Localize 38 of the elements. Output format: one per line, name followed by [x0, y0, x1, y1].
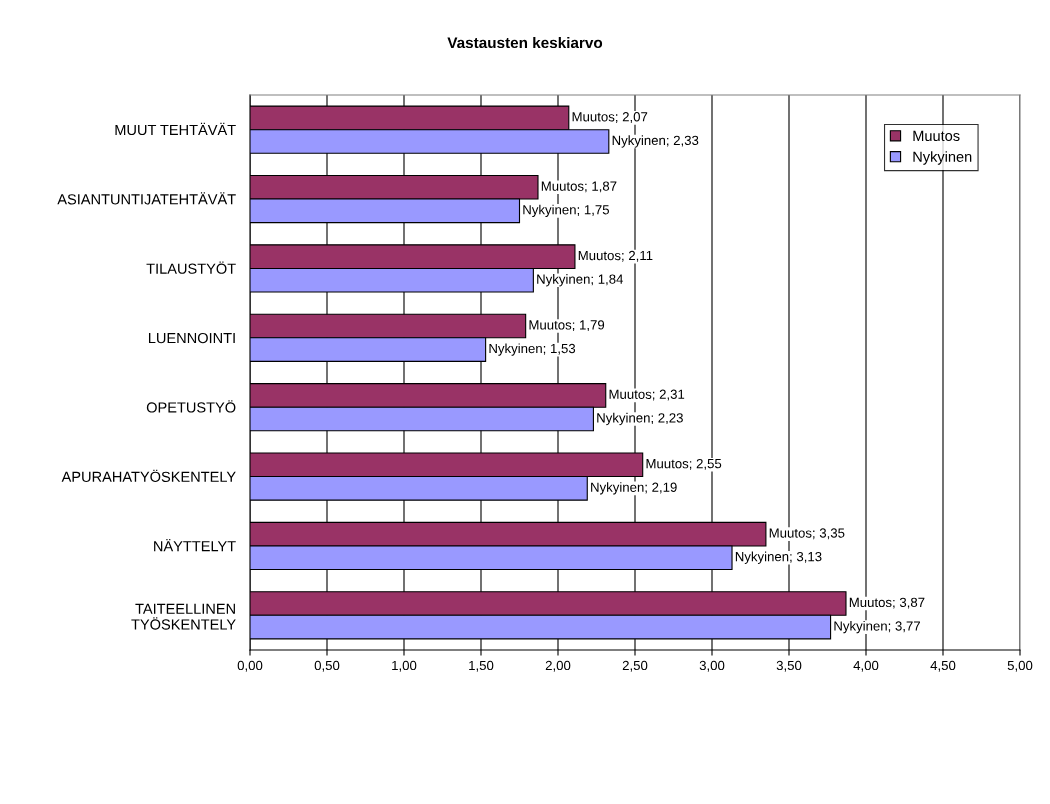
data-label: Nykyinen; 2,19 — [591, 482, 677, 495]
data-label: Muutos; 2,31 — [609, 389, 685, 401]
x-tick-label: 0,50 — [314, 660, 340, 672]
data-label: Nykyinen; 1,84 — [537, 274, 624, 287]
data-label: Nykyinen; 1,53 — [489, 343, 576, 356]
legend-label: Muutos — [913, 130, 960, 142]
x-tick-label: 1,50 — [469, 660, 494, 672]
data-label: Nykyinen; 1,75 — [523, 204, 609, 218]
x-tick-label: 2,50 — [622, 660, 648, 672]
y-tick-label: NÄYTTELYT — [154, 539, 236, 552]
y-tick-label: TAITEELLINEN TYÖSKENTELY — [131, 603, 236, 630]
data-label: Muutos; 2,11 — [578, 250, 653, 262]
y-tick-label: OPETUSTYÖ — [146, 400, 236, 413]
x-tick-label: 0,00 — [237, 660, 263, 672]
chart-title: Vastausten keskiarvo — [447, 36, 603, 49]
y-tick-label: MUUT TEHTÄVÄT — [115, 122, 236, 136]
x-tick-label: 1,00 — [392, 660, 417, 672]
y-tick-label: ASIANTUNTIJATEHTÄVÄT — [57, 192, 236, 205]
x-tick-label: 4,00 — [853, 660, 879, 672]
data-label: Muutos; 3,35 — [769, 528, 845, 540]
x-tick-label: 4,50 — [930, 660, 956, 672]
data-label: Muutos; 2,55 — [646, 458, 722, 470]
x-tick-label: 3,50 — [776, 660, 802, 672]
data-label: Nykyinen; 2,33 — [612, 135, 699, 148]
y-tick-label: TILAUSTYÖT — [146, 261, 236, 274]
y-tick-label: APURAHATYÖSKENTELY — [61, 469, 236, 482]
data-label: Muutos; 1,79 — [529, 320, 605, 332]
x-tick-label: 3,00 — [699, 660, 725, 672]
legend-label: Nykyinen — [913, 151, 972, 165]
data-label: Muutos; 2,07 — [572, 112, 648, 123]
data-label: Muutos; 3,87 — [849, 597, 925, 609]
data-label: Nykyinen; 3,77 — [834, 620, 920, 634]
data-label: Nykyinen; 2,23 — [597, 412, 683, 426]
x-tick-label: 2,00 — [545, 660, 571, 672]
y-tick-label: LUENNOINTI — [148, 332, 235, 344]
data-label: Muutos; 1,87 — [541, 181, 617, 193]
x-tick-label: 5,00 — [1007, 660, 1033, 672]
data-label: Nykyinen; 3,13 — [735, 551, 822, 564]
